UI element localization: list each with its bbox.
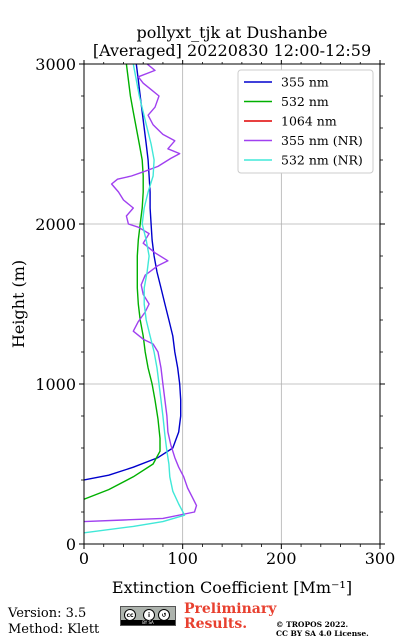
method-label: Method: Klett [8, 622, 100, 637]
y-axis-label: Height (m) [9, 260, 28, 348]
legend: 355 nm 532 nm 1064 nm 355 nm (NR) 532 nm (NR… [237, 69, 374, 174]
legend-label: 355 nm (NR) [281, 133, 363, 148]
y-tick-label: 2000 [35, 215, 76, 234]
series-line-3 [84, 64, 198, 523]
x-tick-label: 0 [79, 549, 89, 568]
x-tick-label: 100 [167, 549, 198, 568]
x-axis-label: Extinction Coefficient [Mm⁻¹] [112, 578, 352, 597]
y-tick-label: 3000 [35, 55, 76, 74]
cc-badge-strip: BY SA [121, 620, 175, 625]
legend-frame [237, 69, 374, 174]
legend-label: 532 nm (NR) [281, 153, 363, 168]
y-tick-label: 0 [66, 535, 76, 554]
plot-frame [83, 63, 381, 545]
series-lines [84, 64, 198, 534]
chart-title-line-2: [Averaged] 20220830 12:00-12:59 [92, 41, 372, 60]
x-tick-label: 300 [365, 549, 396, 568]
axis-ticks [79, 60, 385, 549]
series-line-1 [84, 64, 161, 500]
copyright-line-2: CC BY SA 4.0 License. [276, 629, 369, 638]
legend-label: 1064 nm [281, 114, 337, 129]
chart-title-line-1: pollyxt_tjk at Dushanbe [136, 23, 328, 42]
series-line-4 [84, 64, 186, 534]
preliminary-line-1: Preliminary [184, 601, 277, 617]
legend-label: 532 nm [281, 94, 329, 109]
x-tick-label: 200 [266, 549, 297, 568]
preliminary-results-note: Preliminary Results. [184, 602, 276, 632]
y-tick-label: 1000 [35, 375, 76, 394]
copyright-notice: © TROPOS 2022. CC BY SA 4.0 License. [276, 620, 369, 638]
cc-license-icon: cc i ↺ BY SA [120, 606, 176, 626]
preliminary-line-2: Results. [184, 616, 248, 632]
legend-label: 355 nm [281, 75, 329, 90]
version-label: Version: 3.5 [8, 606, 87, 621]
copyright-line-1: © TROPOS 2022. [276, 620, 349, 629]
series-line-0 [84, 64, 182, 481]
